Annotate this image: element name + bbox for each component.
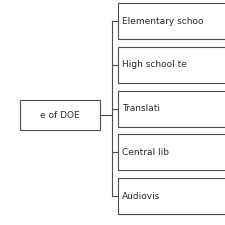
Bar [118, 47, 225, 83]
Text: e of DOE: e of DOE [40, 110, 80, 119]
Bar [118, 178, 225, 214]
Text: Central lib: Central lib [122, 148, 169, 157]
Text: Translati: Translati [122, 104, 160, 113]
Text: Elementary schoo: Elementary schoo [122, 16, 203, 25]
Bar [118, 3, 225, 39]
Text: Audiovis: Audiovis [122, 192, 160, 201]
Bar [118, 91, 225, 127]
Text: High school te: High school te [122, 60, 187, 69]
Bar [118, 134, 225, 170]
Bar [20, 100, 100, 130]
